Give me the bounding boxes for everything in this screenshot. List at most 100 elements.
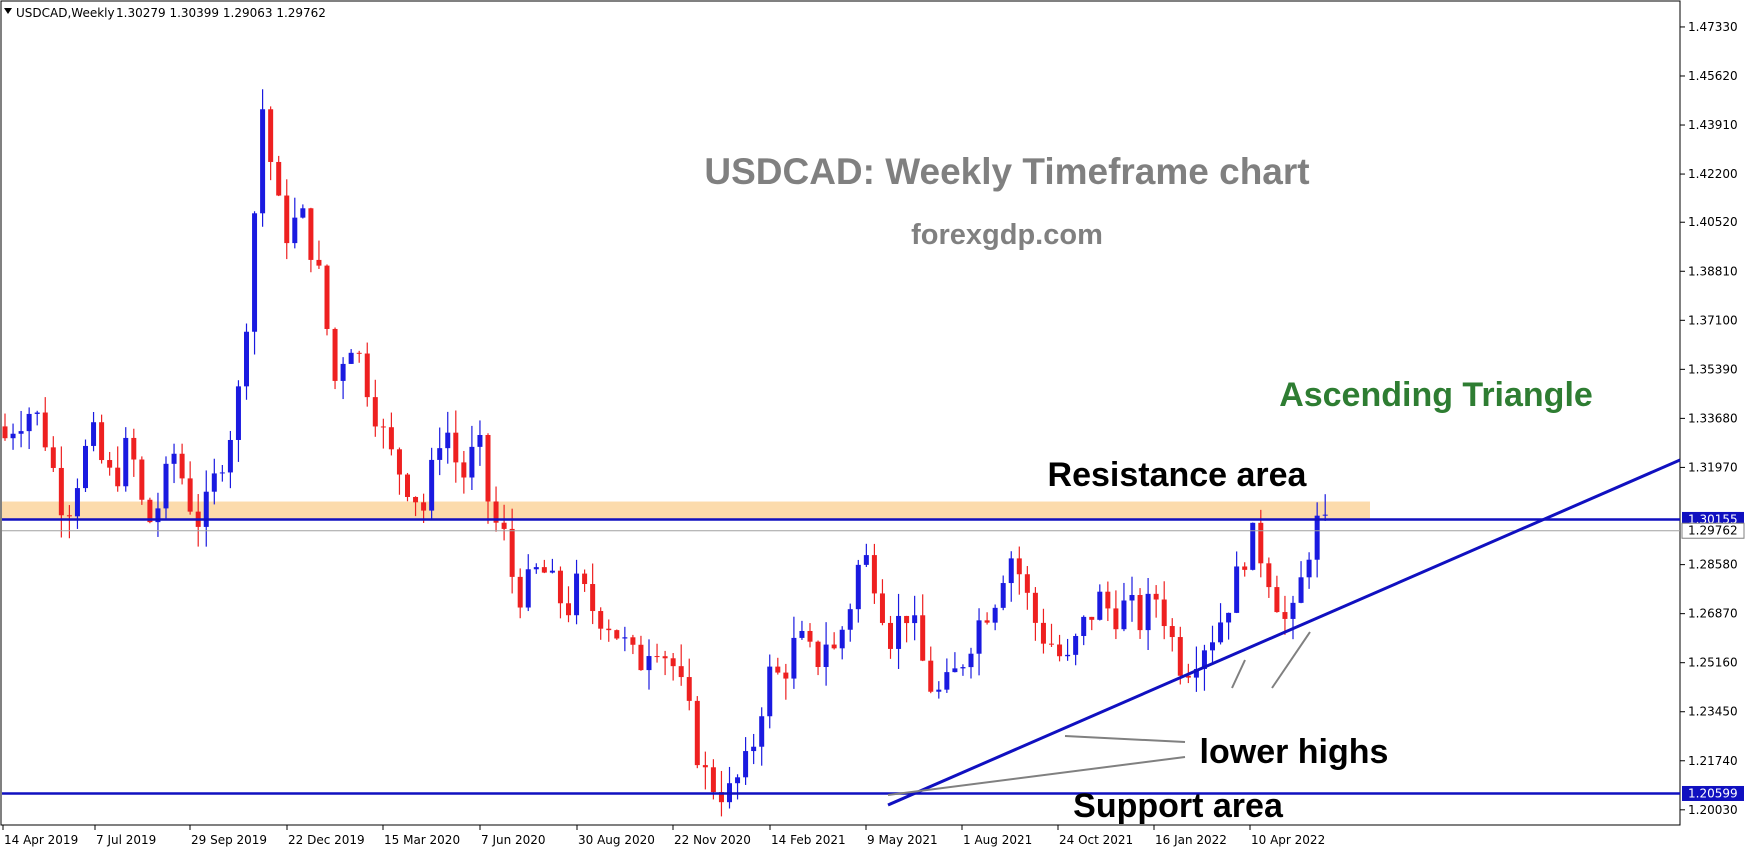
candle-body bbox=[702, 765, 708, 768]
candle-body bbox=[879, 593, 885, 623]
support-label: Support area bbox=[1073, 787, 1284, 825]
candle-body bbox=[1266, 563, 1272, 588]
candle-body bbox=[574, 573, 580, 616]
candle-body bbox=[405, 474, 410, 497]
candle-body bbox=[960, 667, 966, 669]
candle-body bbox=[1081, 616, 1087, 637]
candle-body bbox=[904, 615, 910, 624]
time-tick-label: 7 Jul 2019 bbox=[96, 833, 156, 847]
candle-body bbox=[91, 422, 97, 446]
candle-body bbox=[227, 439, 233, 473]
time-tick-label: 15 Mar 2020 bbox=[384, 833, 460, 847]
candle-body bbox=[34, 412, 40, 414]
candle-body bbox=[171, 453, 177, 464]
candle-body bbox=[799, 630, 805, 638]
candle-body bbox=[710, 767, 716, 793]
candle-body bbox=[1177, 637, 1183, 676]
chart-title: USDCAD: Weekly Timeframe chart bbox=[704, 151, 1309, 192]
time-tick-label: 22 Nov 2020 bbox=[674, 833, 751, 847]
candle-body bbox=[638, 644, 644, 671]
candle-body bbox=[485, 435, 491, 502]
candle-body bbox=[276, 161, 282, 196]
candle-body bbox=[139, 459, 145, 500]
candle-body bbox=[437, 448, 443, 460]
candle-body bbox=[1057, 644, 1063, 657]
candle-body bbox=[1226, 612, 1232, 623]
candle-body bbox=[1274, 587, 1280, 613]
candle-body bbox=[66, 515, 72, 517]
candle-body bbox=[348, 352, 354, 364]
candle-body bbox=[1258, 522, 1264, 564]
candle-body bbox=[42, 412, 48, 448]
candle-body bbox=[380, 426, 386, 428]
time-tick-label: 9 May 2021 bbox=[867, 833, 938, 847]
candle-body bbox=[533, 567, 539, 570]
candle-body bbox=[1218, 622, 1224, 643]
candle-body bbox=[1314, 515, 1320, 560]
candle-body bbox=[131, 437, 137, 460]
candle-body bbox=[252, 213, 258, 332]
candle-body bbox=[396, 449, 402, 475]
candle-body bbox=[1049, 643, 1054, 645]
time-tick-label: 29 Sep 2019 bbox=[191, 833, 267, 847]
candle-body bbox=[340, 363, 346, 381]
symbol-dropdown-icon[interactable] bbox=[4, 8, 12, 14]
price-tick-label: 1.20030 bbox=[1688, 803, 1738, 817]
ascending-trendline[interactable] bbox=[887, 458, 1681, 807]
support-price-tag: 1.20599 bbox=[1682, 785, 1744, 801]
candle-body bbox=[984, 620, 990, 623]
candle-body bbox=[155, 508, 161, 523]
candle-body bbox=[630, 637, 636, 645]
candle-body bbox=[847, 609, 853, 630]
time-tick-label: 22 Dec 2019 bbox=[288, 833, 365, 847]
time-tick-label: 16 Jan 2022 bbox=[1155, 833, 1227, 847]
candle-body bbox=[783, 672, 789, 679]
candle-body bbox=[1016, 558, 1022, 575]
candle-body bbox=[268, 109, 274, 162]
candle-body bbox=[163, 463, 169, 509]
candle-body bbox=[260, 109, 266, 214]
candle-body bbox=[920, 615, 926, 661]
candle-body bbox=[10, 433, 16, 439]
candle-body bbox=[944, 672, 950, 690]
candle-body bbox=[976, 620, 982, 654]
candle-body bbox=[1322, 514, 1328, 516]
ohlc-values: 1.30279 1.30399 1.29063 1.29762 bbox=[116, 6, 326, 20]
candle-body bbox=[316, 259, 322, 266]
candle-body bbox=[501, 522, 507, 529]
price-tick-label: 1.21740 bbox=[1688, 754, 1738, 768]
candle-body bbox=[590, 584, 596, 612]
candle-body bbox=[1290, 602, 1296, 619]
candle-body bbox=[308, 208, 314, 260]
candle-body bbox=[244, 331, 249, 387]
candle-body bbox=[791, 637, 797, 679]
candle-body bbox=[107, 460, 113, 468]
candle-body bbox=[1073, 636, 1079, 655]
candle-body bbox=[863, 555, 869, 565]
candle-body bbox=[670, 658, 676, 667]
candle-body bbox=[718, 792, 724, 803]
candle-body bbox=[18, 431, 24, 434]
candle-body bbox=[614, 630, 620, 639]
candle-body bbox=[211, 473, 217, 492]
candle-body bbox=[219, 472, 225, 474]
candle-body bbox=[517, 576, 523, 608]
candle-body bbox=[622, 637, 628, 639]
candle-body bbox=[372, 397, 378, 427]
candle-body bbox=[1040, 622, 1046, 644]
candle-body bbox=[332, 328, 338, 381]
candle-body bbox=[429, 459, 435, 511]
candle-body bbox=[74, 488, 80, 517]
candle-body bbox=[477, 435, 483, 447]
candle-body bbox=[284, 195, 290, 244]
candle-body bbox=[1121, 600, 1127, 630]
price-tick-label: 1.42200 bbox=[1688, 167, 1738, 181]
time-tick-label: 24 Oct 2021 bbox=[1059, 833, 1133, 847]
candle-body bbox=[1242, 566, 1248, 570]
candle-body bbox=[50, 447, 56, 468]
pattern-label: Ascending Triangle bbox=[1279, 376, 1593, 414]
candle-body bbox=[364, 353, 370, 398]
candle-body bbox=[549, 570, 555, 573]
candle-body bbox=[1129, 595, 1135, 601]
